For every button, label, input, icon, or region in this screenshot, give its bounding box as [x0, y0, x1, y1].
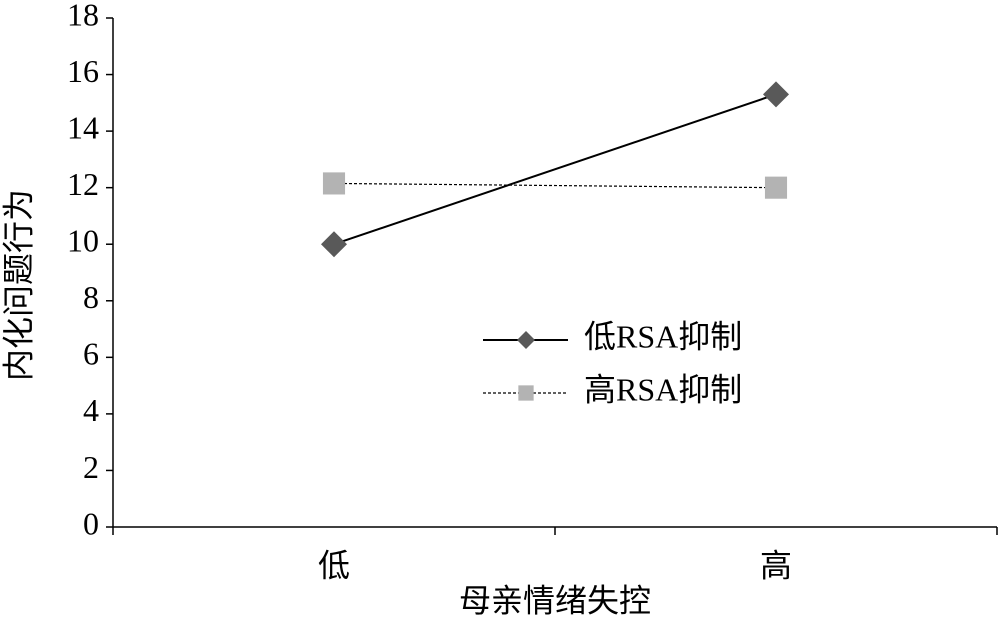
legend-label: 高RSA抑制 [584, 371, 742, 407]
data-point [321, 231, 347, 258]
data-point [763, 81, 789, 108]
y-tick-label: 18 [67, 0, 99, 32]
y-tick-label: 6 [83, 336, 99, 372]
y-tick-label: 2 [83, 449, 99, 485]
y-tick-label: 8 [83, 279, 99, 315]
series-line [333, 93, 777, 246]
y-tick-label: 4 [83, 392, 99, 428]
x-axis-label: 母亲情绪失控 [459, 582, 651, 618]
x-tick-label: 低 [318, 547, 350, 583]
y-tick-label: 12 [67, 166, 99, 202]
y-tick-label: 14 [67, 109, 99, 145]
series-line [333, 182, 777, 189]
y-tick-label: 10 [67, 223, 99, 259]
y-axis-label: 内化问题行为 [0, 189, 36, 381]
y-tick-label: 16 [67, 53, 99, 89]
legend-label: 低RSA抑制 [584, 318, 742, 354]
data-point [764, 176, 788, 199]
y-tick-label: 0 [83, 505, 99, 541]
legend-marker [517, 331, 535, 349]
data-point [322, 172, 346, 195]
legend-marker [518, 385, 534, 401]
x-tick-label: 高 [760, 547, 792, 583]
